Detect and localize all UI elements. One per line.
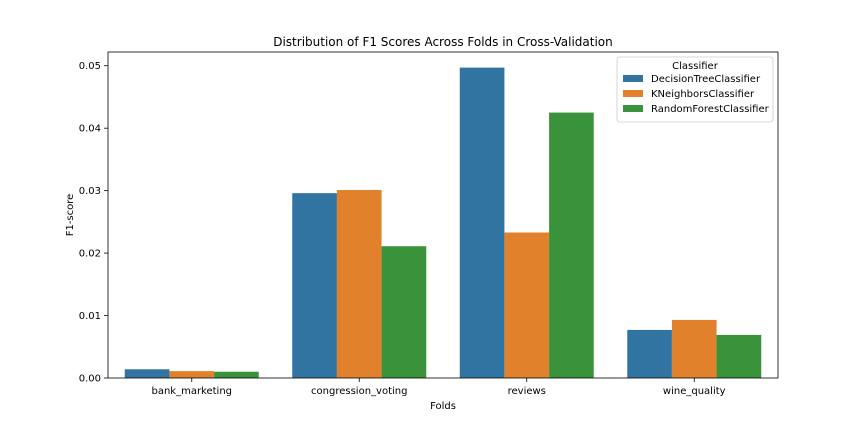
plot-frame bbox=[107, 51, 779, 379]
legend-entry: DecisionTreeClassifier bbox=[651, 74, 761, 85]
chart-title: Distribution of F1 Scores Across Folds i… bbox=[273, 35, 613, 49]
y-ticks: 0.00 0.01 0.02 0.03 0.04 0.05 bbox=[79, 61, 108, 385]
bar-RandomForestClassifier-reviews bbox=[549, 112, 594, 378]
bar-KNeighborsClassifier-congression_voting bbox=[336, 190, 382, 378]
x-tick-label: reviews bbox=[508, 386, 546, 397]
bars-layer bbox=[124, 67, 762, 378]
y-tick-label: 0.02 bbox=[79, 249, 101, 260]
legend-title: Classifier bbox=[672, 61, 719, 72]
bar-DecisionTreeClassifier-bank_marketing bbox=[124, 369, 170, 378]
bar-RandomForestClassifier-congression_voting bbox=[381, 246, 427, 378]
y-axis-label: F1-score bbox=[65, 194, 76, 237]
bar-KNeighborsClassifier-bank_marketing bbox=[169, 371, 215, 378]
bar-KNeighborsClassifier-wine_quality bbox=[671, 319, 717, 378]
legend-swatch bbox=[623, 90, 643, 97]
bar-DecisionTreeClassifier-wine_quality bbox=[627, 329, 672, 378]
axes-layer bbox=[107, 51, 779, 379]
y-tick-label: 0.00 bbox=[79, 374, 101, 385]
bar-DecisionTreeClassifier-congression_voting bbox=[292, 193, 337, 378]
bar-DecisionTreeClassifier-reviews bbox=[459, 67, 505, 378]
legend-swatch bbox=[623, 75, 643, 82]
legend: Classifier DecisionTreeClassifier KNeighb… bbox=[616, 56, 774, 123]
y-tick-label: 0.05 bbox=[79, 61, 101, 72]
x-tick-label: congression_voting bbox=[311, 386, 407, 397]
x-axis-label: Folds bbox=[430, 401, 456, 412]
y-tick-label: 0.01 bbox=[79, 311, 101, 322]
x-tick-label: wine_quality bbox=[663, 386, 726, 397]
y-tick-label: 0.04 bbox=[79, 124, 101, 135]
legend-swatch bbox=[623, 105, 643, 112]
bar-KNeighborsClassifier-reviews bbox=[504, 232, 550, 378]
bar-RandomForestClassifier-wine_quality bbox=[716, 334, 762, 378]
x-tick-label: bank_marketing bbox=[151, 386, 232, 397]
bar-RandomForestClassifier-bank_marketing bbox=[214, 371, 259, 378]
legend-frame bbox=[616, 56, 774, 123]
x-ticks: bank_marketing congression_voting reviews w… bbox=[151, 378, 726, 397]
y-tick-label: 0.03 bbox=[79, 186, 101, 197]
legend-entry: RandomForestClassifier bbox=[651, 104, 770, 115]
legend-entry: KNeighborsClassifier bbox=[651, 89, 755, 100]
